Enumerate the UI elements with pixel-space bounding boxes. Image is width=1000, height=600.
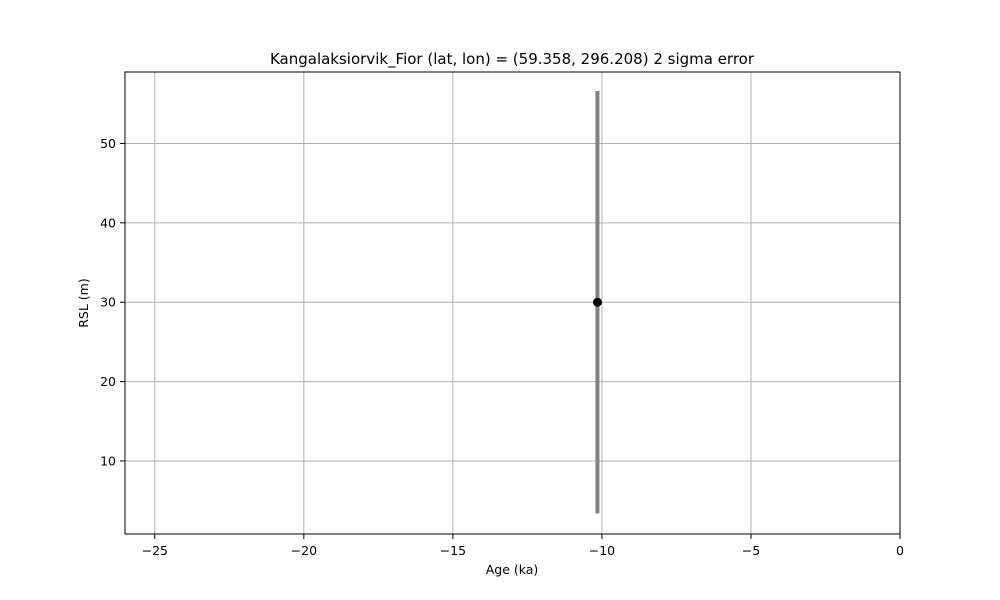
grid-lines: [125, 72, 901, 534]
x-tick-label: −25: [142, 543, 168, 558]
data-marks: [592, 91, 602, 514]
x-axis-ticks: −25 −20 −15 −10 −5 0: [142, 534, 904, 558]
y-tick-label: 20: [100, 374, 116, 389]
y-tick-label: 30: [100, 295, 116, 310]
x-tick-label: 0: [896, 543, 904, 558]
y-tick-label: 50: [100, 136, 116, 151]
plot-area-frame: [124, 71, 901, 535]
chart-title: Kangalaksiorvik_Fior (lat, lon) = (59.35…: [270, 50, 755, 69]
x-tick-label: −20: [291, 543, 317, 558]
y-tick-label: 10: [100, 453, 116, 468]
x-axis-label: Age (ka): [486, 562, 539, 577]
x-tick-label: −5: [742, 543, 760, 558]
y-axis-ticks: 10 20 30 40 50: [100, 136, 125, 468]
x-tick-label: −10: [589, 543, 615, 558]
y-tick-label: 40: [100, 215, 116, 230]
y-axis-label: RSL (m): [76, 278, 91, 328]
data-point: [592, 297, 602, 307]
x-tick-label: −15: [440, 543, 466, 558]
